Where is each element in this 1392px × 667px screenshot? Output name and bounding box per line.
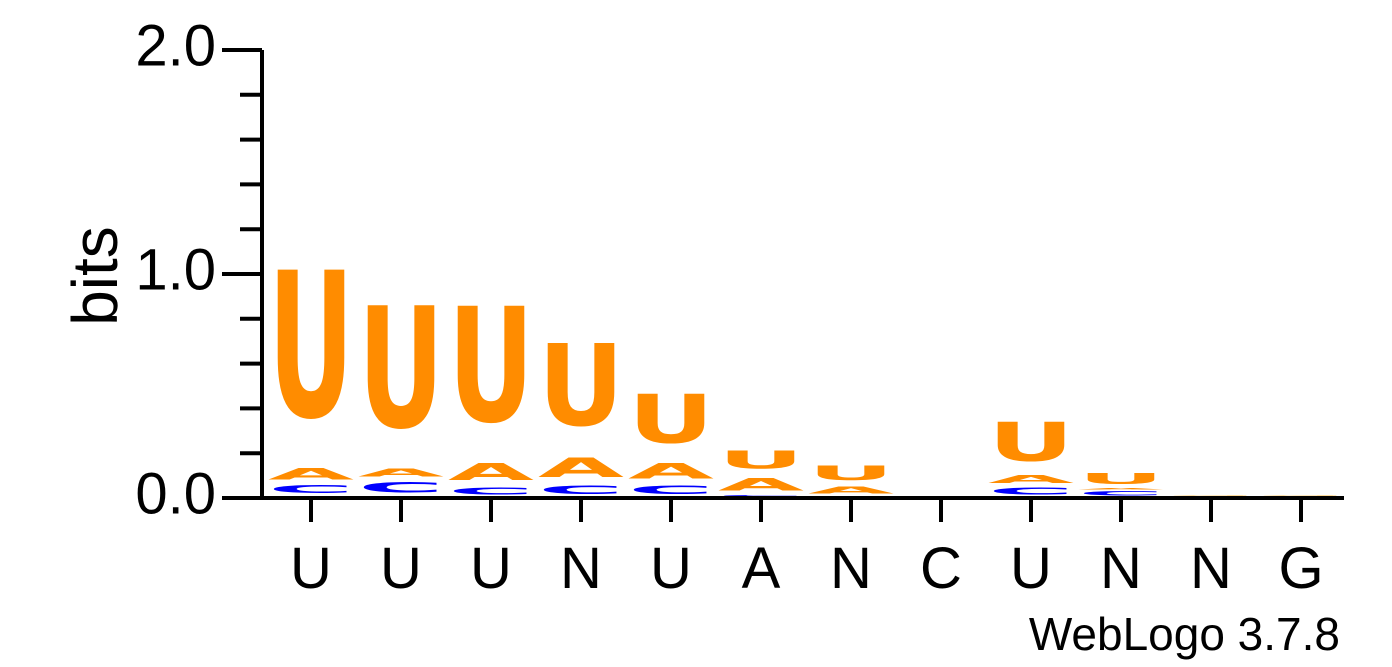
logo-glyph-a: A <box>268 464 355 483</box>
y-tick-label: 2.0 <box>135 13 216 78</box>
logo-glyph-c: C <box>988 486 1074 497</box>
y-axis-label: bits <box>59 226 131 326</box>
logo-glyph-u: U <box>358 272 444 467</box>
logo-glyph-a: A <box>808 485 894 496</box>
logo-glyph-c: C <box>538 483 624 496</box>
logo-glyph-u: U <box>988 411 1074 474</box>
logo-glyph-c: C <box>448 486 534 497</box>
logo-glyph-c: C <box>718 495 804 497</box>
logo-glyph-u: U <box>628 381 714 459</box>
x-position-label: G <box>1278 536 1323 601</box>
logo-glyph-u: U <box>808 462 894 484</box>
x-position-label: U <box>380 536 422 601</box>
x-position-label: U <box>470 536 512 601</box>
x-position-label: N <box>830 536 872 601</box>
logo-glyph-u: U <box>1078 470 1164 488</box>
logo-glyph-u: U <box>538 321 624 451</box>
logo-axes: 0.01.02.0U U U N U A N C U N N G <box>135 13 1344 601</box>
x-position-label: C <box>920 536 962 601</box>
logo-glyph-a: A <box>628 459 714 483</box>
logo-glyph-stacks: GCAUGCAUGCAUGCAUGCAUGCAUGCAUUGCAUGCAUCGC… <box>268 230 1344 498</box>
logo-glyph-u: U <box>718 446 804 475</box>
x-position-label: A <box>742 536 781 601</box>
x-position-label: U <box>650 536 692 601</box>
logo-glyph-u: U <box>268 230 354 464</box>
y-tick-label: 1.0 <box>135 237 216 302</box>
logo-glyph-u: U <box>448 274 534 458</box>
logo-glyph-c: C <box>1078 490 1164 497</box>
logo-glyph-a: A <box>1078 488 1164 490</box>
x-position-label: U <box>290 536 332 601</box>
logo-glyph-a: A <box>448 459 534 486</box>
logo-glyph-a: A <box>988 473 1074 485</box>
logo-glyph-a: A <box>718 474 805 494</box>
weblogo-version-footer: WebLogo 3.7.8 <box>1029 608 1340 660</box>
x-position-label: N <box>560 536 602 601</box>
logo-glyph-g: G <box>1168 495 1254 496</box>
logo-glyph-a: A <box>358 467 444 479</box>
x-position-label: U <box>1010 536 1052 601</box>
x-position-label: N <box>1100 536 1142 601</box>
logo-glyph-c: C <box>358 479 444 496</box>
logo-glyph-g: G <box>1258 495 1344 496</box>
logo-glyph-a: A <box>538 452 625 483</box>
y-tick-label: 0.0 <box>135 461 216 526</box>
logo-glyph-c: C <box>268 483 354 495</box>
logo-glyph-c: C <box>628 483 714 496</box>
x-position-label: N <box>1190 536 1232 601</box>
